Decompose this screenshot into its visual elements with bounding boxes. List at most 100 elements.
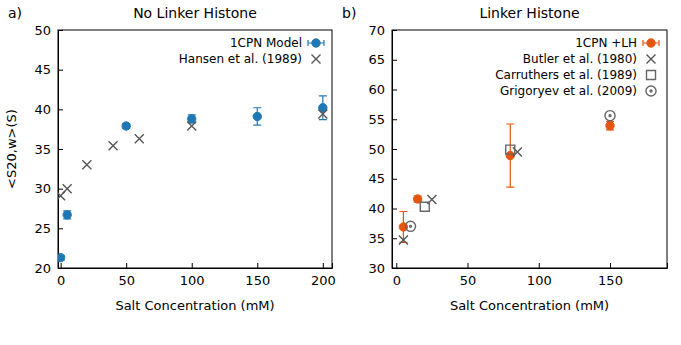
- x-tick-mark: [61, 263, 62, 268]
- y-tick: 65: [368, 52, 397, 67]
- y-tick-mark: [392, 90, 397, 91]
- x-tick-label: 150: [598, 273, 623, 288]
- figure: 0 50 100 150 200 20 25 30 35 40 45 50 a) No Linker Hi…: [0, 0, 681, 345]
- y-tick-label: 50: [368, 142, 385, 157]
- y-tick-label: 50: [34, 23, 51, 38]
- panel-title: Linker Histone: [479, 5, 579, 21]
- y-tick: 40: [368, 201, 397, 216]
- legend: 1CPN +LH Butler et al. (1980) Carruthers e…: [495, 36, 659, 98]
- point: [605, 111, 615, 121]
- y-tick-label: 35: [368, 231, 385, 246]
- y-tick-label: 35: [34, 142, 51, 157]
- x-tick-label: 50: [460, 273, 477, 288]
- y-tick: 55: [368, 112, 397, 127]
- legend-symbol: [647, 71, 656, 80]
- y-tick: 50: [34, 23, 63, 38]
- series: [405, 111, 615, 232]
- y-tick: 70: [368, 23, 397, 38]
- x-tick-mark: [323, 263, 324, 268]
- x-axis-title: Salt Concentration (mM): [450, 298, 609, 313]
- y-tick-mark: [58, 30, 63, 31]
- x-tick-label: 0: [57, 273, 65, 288]
- point: [318, 110, 327, 119]
- y-tick-mark: [392, 30, 397, 31]
- plot-frame: [392, 30, 667, 268]
- marks: [399, 111, 615, 245]
- legend-label: 1CPN Model: [230, 36, 302, 50]
- panel-title: No Linker Histone: [133, 5, 257, 21]
- point: [109, 141, 118, 150]
- legend-label: 1CPN +LH: [575, 36, 637, 50]
- y-tick-label: 30: [34, 181, 51, 196]
- legend-symbol: [646, 86, 656, 96]
- x-tick-label: 0: [393, 273, 401, 288]
- legend-symbol: [647, 55, 656, 64]
- y-tick-mark: [58, 149, 63, 150]
- x-tick: 150: [245, 263, 270, 288]
- x-tick: 50: [118, 263, 135, 288]
- x-tick: 50: [460, 263, 477, 288]
- series: [58, 96, 327, 262]
- legend-label: Carruthers et al. (1989): [495, 68, 637, 82]
- y-axis-line: [393, 31, 398, 269]
- y-tick-label: 30: [368, 261, 385, 276]
- y-tick: 35: [368, 231, 397, 246]
- y-tick-mark: [58, 189, 63, 190]
- x-tick: 100: [527, 263, 552, 288]
- point: [187, 121, 196, 130]
- y-tick: 45: [34, 62, 63, 77]
- series: [399, 122, 614, 243]
- y-tick: 20: [34, 261, 63, 276]
- x-axis-line: [59, 263, 333, 269]
- y-axis-title: <S20,w>(S): [4, 109, 19, 189]
- x-tick-label: 50: [118, 273, 135, 288]
- x-axis: 0 50 100 150 200: [57, 263, 336, 288]
- y-tick: 40: [34, 102, 63, 117]
- x-tick-mark: [192, 263, 193, 268]
- x-axis: 0 50 100 150: [393, 263, 668, 288]
- panel-label: a): [8, 5, 22, 21]
- legend-symbol: [647, 39, 655, 47]
- x-axis-title: Salt Concentration (mM): [115, 298, 274, 313]
- point: [405, 221, 415, 231]
- point: [58, 254, 65, 262]
- x-tick: 200: [311, 263, 336, 288]
- point: [122, 122, 130, 130]
- legend-label: Butler et al. (1980): [523, 52, 637, 66]
- legend-label: Grigoryev et al. (2009): [500, 84, 637, 98]
- x-tick: 0: [393, 263, 401, 288]
- y-tick-label: 40: [34, 102, 51, 117]
- y-tick: 50: [368, 142, 397, 157]
- x-tick-mark: [468, 263, 469, 268]
- y-tick-mark: [58, 228, 63, 229]
- y-tick-label: 55: [368, 112, 385, 127]
- y-tick-mark: [392, 60, 397, 61]
- panel: 0 50 100 150 200 20 25 30 35 40 45 50 a) No Linker Hi…: [4, 5, 336, 313]
- point: [135, 134, 144, 143]
- point: [506, 145, 515, 154]
- point: [420, 202, 429, 211]
- legend: 1CPN Model Hansen et al. (1989): [179, 36, 324, 66]
- y-tick-mark: [392, 179, 397, 180]
- y-tick-mark: [392, 119, 397, 120]
- x-tick-mark: [126, 263, 127, 268]
- y-tick: 60: [368, 82, 397, 97]
- series: [58, 110, 327, 201]
- y-tick-mark: [392, 268, 397, 269]
- x-tick: 100: [180, 263, 205, 288]
- legend-label: Hansen et al. (1989): [179, 52, 302, 66]
- y-tick-label: 65: [368, 52, 385, 67]
- y-tick-label: 20: [34, 261, 51, 276]
- x-axis-line: [393, 263, 668, 269]
- x-tick-mark: [396, 263, 397, 268]
- y-axis-line: [59, 31, 64, 269]
- y-tick-mark: [58, 70, 63, 71]
- y-tick: 30: [368, 261, 397, 276]
- y-tick-mark: [392, 238, 397, 239]
- point: [606, 122, 614, 130]
- panel: 050100150303540455055606570b)Linker Hist…: [342, 5, 668, 313]
- error-bar: [253, 108, 261, 125]
- y-tick-label: 25: [34, 221, 51, 236]
- marks: [58, 96, 327, 262]
- y-tick-label: 60: [368, 82, 385, 97]
